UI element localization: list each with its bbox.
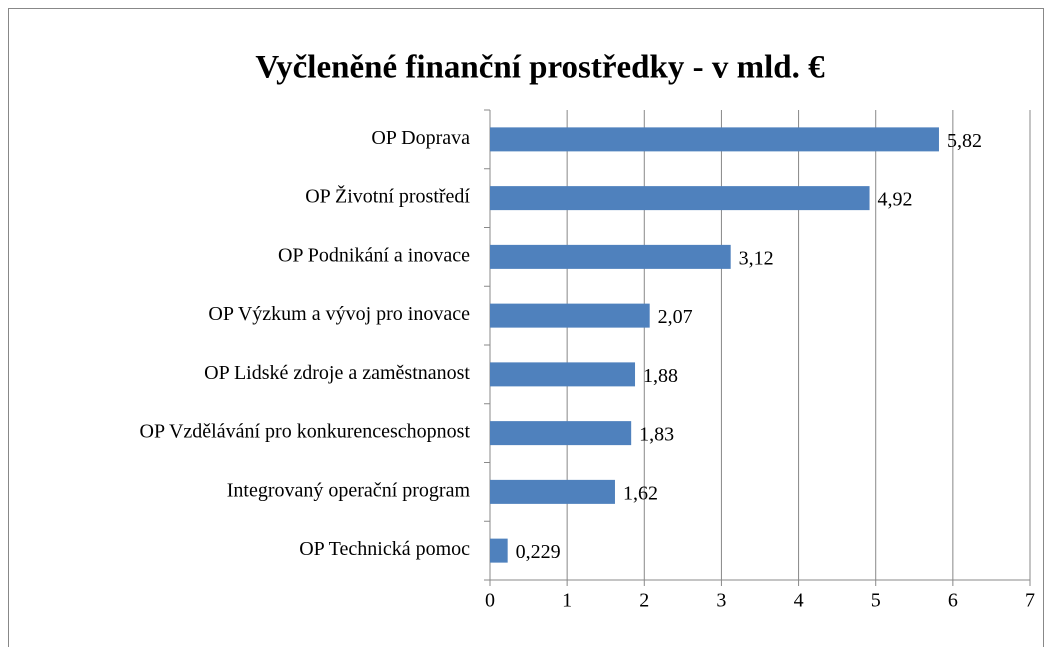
y-tick-label: OP Životní prostředí xyxy=(305,185,470,208)
value-label: 3,12 xyxy=(739,247,774,269)
x-tick-label: 5 xyxy=(871,590,881,612)
x-tick-label: 1 xyxy=(562,590,572,612)
bar xyxy=(490,538,508,563)
x-tick-label: 6 xyxy=(948,590,958,612)
x-tick-label: 7 xyxy=(1025,590,1035,612)
chart-frame xyxy=(8,8,1044,647)
value-label: 1,88 xyxy=(643,365,678,387)
bar xyxy=(490,244,731,269)
y-tick-label: OP Vzdělávání pro konkurenceschopnost xyxy=(140,421,471,443)
y-tick-label: OP Lidské zdroje a zaměstnanost xyxy=(204,362,470,384)
bar xyxy=(490,362,636,387)
chart-title: Vyčleněné finanční prostředky - v mld. € xyxy=(255,50,825,86)
y-tick-label: OP Podnikání a inovace xyxy=(278,244,470,266)
y-tick-label: OP Výzkum a vývoj pro inovace xyxy=(208,303,470,325)
value-label: 0,229 xyxy=(516,541,561,563)
y-tick-label: OP Doprava xyxy=(371,127,470,149)
x-tick-label: 3 xyxy=(716,590,726,612)
bar xyxy=(490,186,870,211)
y-tick-label: OP Technická pomoc xyxy=(299,538,470,560)
x-tick-label: 0 xyxy=(485,590,495,612)
x-tick-label: 2 xyxy=(639,590,649,612)
bar xyxy=(490,479,615,504)
value-label: 2,07 xyxy=(658,306,693,328)
bar xyxy=(490,127,939,152)
value-label: 1,83 xyxy=(639,424,674,446)
x-tick-label: 4 xyxy=(794,590,804,612)
bar xyxy=(490,421,632,446)
value-label: 4,92 xyxy=(878,189,913,211)
value-label: 1,62 xyxy=(623,482,658,504)
value-label: 5,82 xyxy=(947,130,982,152)
y-tick-label: Integrovaný operační program xyxy=(227,479,471,501)
bar xyxy=(490,303,650,328)
